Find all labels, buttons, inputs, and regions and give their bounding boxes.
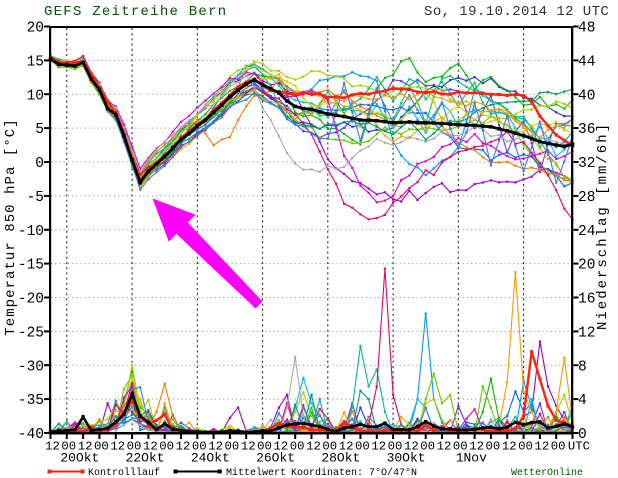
svg-text:-35: -35 xyxy=(18,393,44,409)
svg-text:-40: -40 xyxy=(18,427,44,443)
svg-text:12: 12 xyxy=(241,440,256,454)
svg-text:00: 00 xyxy=(225,440,240,454)
svg-text:30Okt: 30Okt xyxy=(387,451,426,466)
svg-text:12: 12 xyxy=(176,440,191,454)
svg-text:00: 00 xyxy=(94,440,109,454)
svg-text:So, 19.10.2014 12 UTC: So, 19.10.2014 12 UTC xyxy=(424,4,609,20)
svg-text:-30: -30 xyxy=(18,359,44,375)
svg-text:00: 00 xyxy=(355,440,370,454)
svg-text:12: 12 xyxy=(404,440,419,454)
svg-text:1Nov: 1Nov xyxy=(456,451,487,466)
svg-text:00: 00 xyxy=(551,440,566,454)
svg-text:8: 8 xyxy=(578,359,587,375)
svg-text:36: 36 xyxy=(578,122,595,138)
svg-text:GEFS Zeitreihe Bern: GEFS Zeitreihe Bern xyxy=(44,4,227,20)
svg-text:Kontrolllauf: Kontrolllauf xyxy=(88,467,160,478)
svg-text:32: 32 xyxy=(578,156,595,172)
svg-text:00: 00 xyxy=(159,440,174,454)
svg-text:12: 12 xyxy=(502,440,517,454)
svg-text:22Okt: 22Okt xyxy=(126,451,165,466)
svg-text:Koordinaten: 7°O/47°N: Koordinaten: 7°O/47°N xyxy=(291,467,417,478)
svg-text:24Okt: 24Okt xyxy=(191,451,230,466)
svg-text:12: 12 xyxy=(45,440,60,454)
svg-text:48: 48 xyxy=(578,21,595,37)
svg-text:12: 12 xyxy=(437,440,452,454)
svg-text:12: 12 xyxy=(371,440,386,454)
svg-text:28Okt: 28Okt xyxy=(321,451,360,466)
svg-text:-20: -20 xyxy=(18,292,44,308)
svg-text:20: 20 xyxy=(578,258,595,274)
svg-text:00: 00 xyxy=(257,440,272,454)
svg-text:12: 12 xyxy=(143,440,158,454)
svg-text:00: 00 xyxy=(61,440,76,454)
svg-text:12: 12 xyxy=(534,440,549,454)
svg-text:12: 12 xyxy=(273,440,288,454)
svg-text:Niederschlag [mm/6h]: Niederschlag [mm/6h] xyxy=(595,122,611,330)
svg-text:Mittelwert: Mittelwert xyxy=(226,467,286,478)
svg-text:0: 0 xyxy=(578,427,587,443)
svg-text:12: 12 xyxy=(208,440,223,454)
svg-text:0: 0 xyxy=(35,156,44,172)
svg-text:20: 20 xyxy=(27,21,44,37)
svg-text:-10: -10 xyxy=(18,224,44,240)
svg-text:28: 28 xyxy=(578,190,595,206)
svg-text:10: 10 xyxy=(27,88,44,104)
svg-text:WetterOnline: WetterOnline xyxy=(511,467,583,478)
svg-text:00: 00 xyxy=(420,440,435,454)
svg-text:Temperatur 850 hPa [°C]: Temperatur 850 hPa [°C] xyxy=(3,118,19,335)
svg-text:12: 12 xyxy=(578,325,595,341)
svg-text:44: 44 xyxy=(578,54,595,70)
svg-text:40: 40 xyxy=(578,88,595,104)
svg-text:5: 5 xyxy=(35,122,44,138)
svg-text:12: 12 xyxy=(78,440,93,454)
svg-text:-15: -15 xyxy=(18,258,44,274)
svg-text:20Okt: 20Okt xyxy=(60,451,99,466)
svg-text:15: 15 xyxy=(27,54,44,70)
svg-text:00: 00 xyxy=(322,440,337,454)
svg-text:00: 00 xyxy=(518,440,533,454)
svg-text:16: 16 xyxy=(578,292,595,308)
svg-text:26Okt: 26Okt xyxy=(256,451,295,466)
svg-text:00: 00 xyxy=(127,440,142,454)
svg-text:12: 12 xyxy=(110,440,125,454)
svg-text:00: 00 xyxy=(290,440,305,454)
svg-text:12: 12 xyxy=(469,440,484,454)
svg-text:00: 00 xyxy=(453,440,468,454)
svg-text:12: 12 xyxy=(339,440,354,454)
svg-text:24: 24 xyxy=(578,224,595,240)
svg-text:-25: -25 xyxy=(18,325,44,341)
svg-text:00: 00 xyxy=(192,440,207,454)
svg-text:12: 12 xyxy=(306,440,321,454)
svg-text:-5: -5 xyxy=(27,190,44,206)
svg-text:00: 00 xyxy=(388,440,403,454)
svg-text:00: 00 xyxy=(486,440,501,454)
svg-text:UTC: UTC xyxy=(568,440,590,454)
svg-text:4: 4 xyxy=(578,393,587,409)
